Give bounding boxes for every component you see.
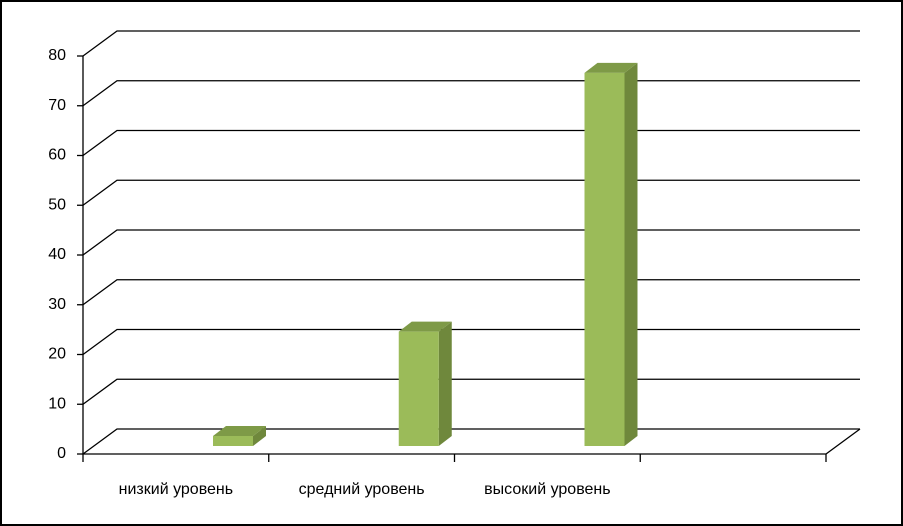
y-tick-label: 0 — [57, 445, 66, 462]
bar-top — [213, 426, 266, 437]
bar-side — [624, 62, 638, 446]
y-tick-label: 30 — [48, 296, 66, 313]
y-tick-label: 80 — [48, 47, 66, 64]
y-tick-label: 60 — [48, 147, 66, 164]
bar — [398, 321, 452, 446]
y-tick-label: 10 — [48, 395, 66, 412]
x-tick-label: средний уровень — [299, 481, 425, 498]
y-tick-label: 50 — [48, 196, 66, 213]
bar-front — [213, 436, 253, 446]
x-tick-label: высокий уровень — [484, 481, 610, 498]
bar-top — [398, 321, 452, 332]
bar — [584, 62, 638, 446]
bar-side — [253, 426, 266, 446]
y-tick-label: 40 — [48, 246, 66, 263]
bar-front — [584, 72, 625, 446]
x-tick-label: низкий уровень — [119, 481, 233, 498]
grid-line — [82, 30, 860, 57]
bar-top — [584, 62, 638, 73]
y-tick-label: 20 — [48, 346, 66, 363]
bar-front — [398, 331, 439, 446]
bar-side — [438, 321, 452, 446]
y-tick-label: 70 — [48, 97, 66, 114]
bar — [213, 426, 266, 446]
